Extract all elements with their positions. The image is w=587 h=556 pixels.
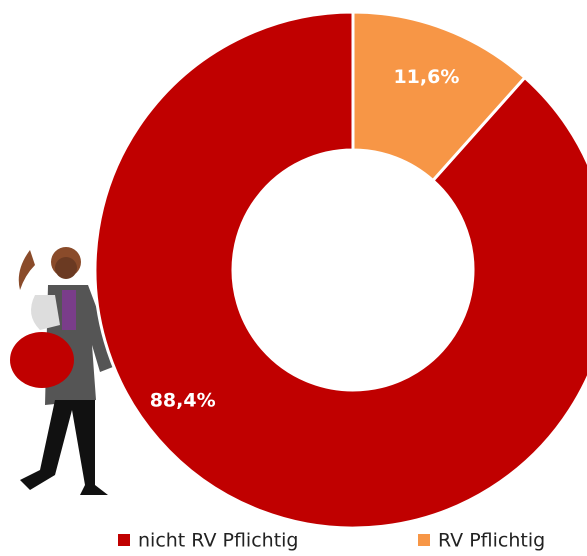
legend-swatch [118,534,130,546]
legend-swatch [418,534,430,546]
legend: nicht RV Pflichtig RV Pflichtig [118,530,545,552]
donut-slice [351,10,527,183]
legend-label: nicht RV Pflichtig [138,530,298,552]
person-illustration [10,247,118,495]
value-label: 88,4% [150,390,216,412]
value-label: 11,6% [393,66,459,88]
legend-label: RV Pflichtig [438,530,545,552]
donut: 88,4% 11,6% [93,10,587,530]
donut-slice [93,10,587,530]
